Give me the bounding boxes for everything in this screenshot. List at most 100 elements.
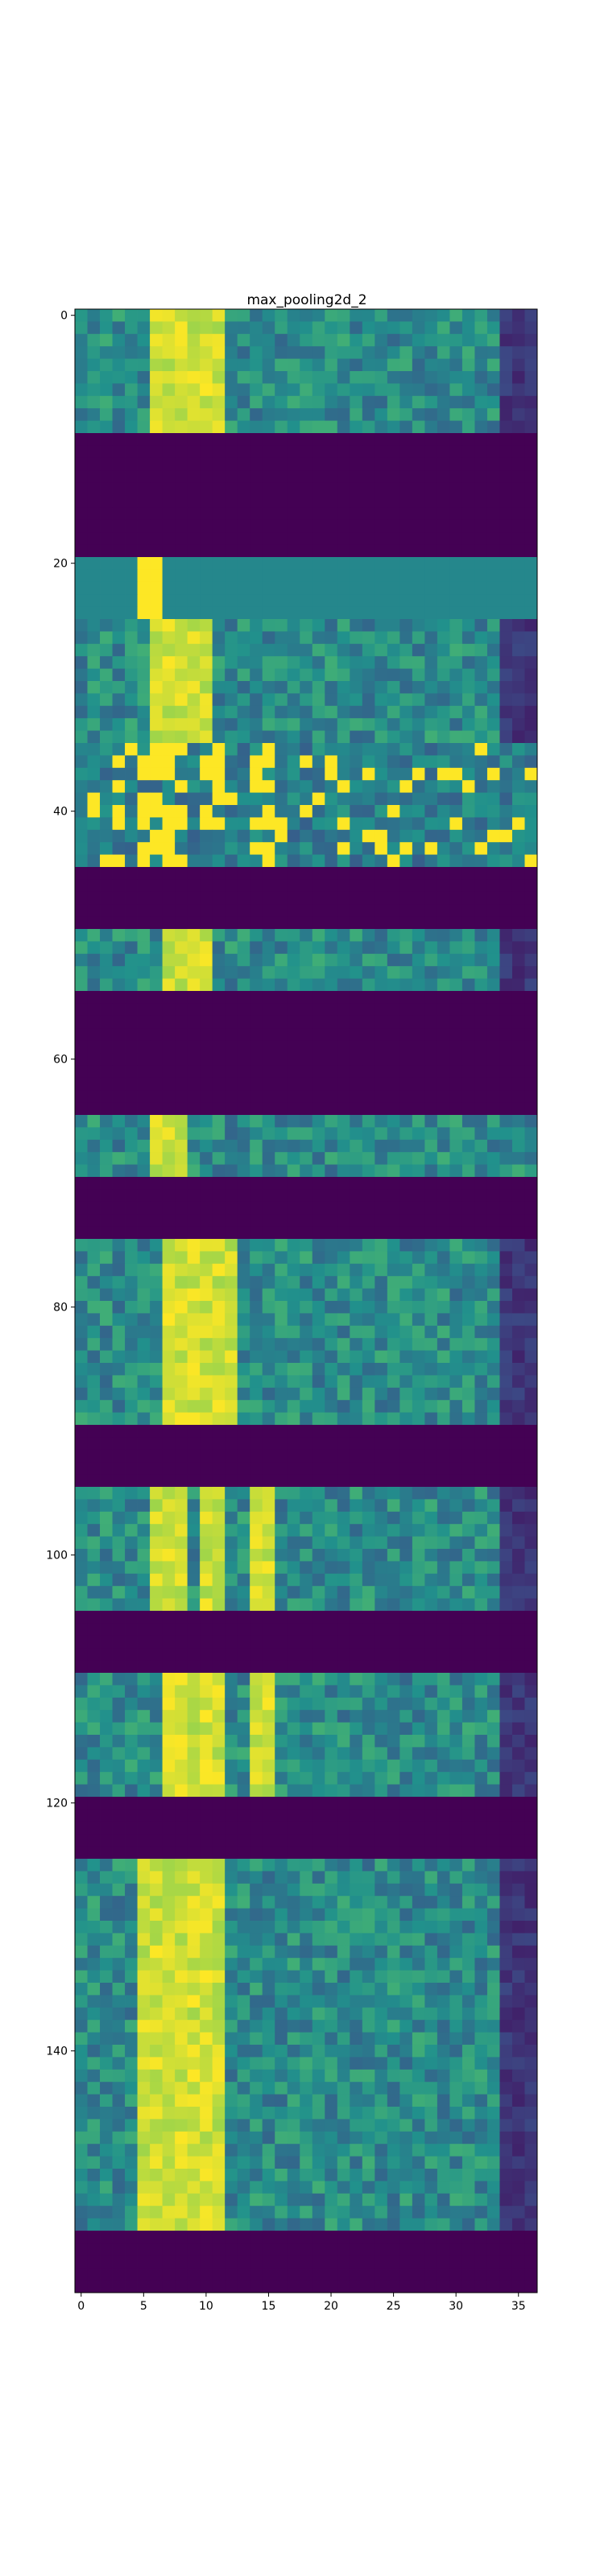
heatmap-cell: [225, 1077, 238, 1091]
heatmap-cell: [212, 805, 226, 818]
heatmap-cell: [300, 1363, 313, 1376]
heatmap-cell: [200, 358, 213, 372]
heatmap-cell: [511, 358, 525, 372]
heatmap-cell: [112, 904, 126, 917]
heatmap-cell: [187, 1611, 201, 1624]
heatmap-cell: [337, 1797, 350, 1810]
heatmap-cell: [225, 1276, 238, 1289]
heatmap-cell: [424, 1139, 438, 1153]
heatmap-cell: [212, 1958, 226, 1971]
heatmap-cell: [474, 1363, 488, 1376]
heatmap-cell: [486, 544, 500, 558]
heatmap-cell: [424, 1077, 438, 1091]
heatmap-cell: [250, 532, 263, 545]
heatmap-cell: [399, 1908, 413, 1922]
heatmap-cell: [75, 1015, 88, 1029]
heatmap-cell: [474, 358, 488, 372]
heatmap-cell: [275, 1040, 288, 1054]
heatmap-cell: [137, 755, 151, 769]
heatmap-cell: [499, 693, 513, 707]
heatmap-cell: [162, 1325, 176, 1339]
heatmap-cell: [362, 1921, 375, 1934]
heatmap-cell: [137, 420, 151, 434]
heatmap-cell: [387, 1549, 400, 1562]
heatmap-cell: [375, 891, 388, 905]
heatmap-cell: [412, 631, 425, 645]
heatmap-cell: [474, 805, 488, 818]
heatmap-cell: [100, 1164, 113, 1178]
heatmap-cell: [486, 1921, 500, 1934]
heatmap-cell: [511, 1065, 525, 1079]
heatmap-cell: [87, 1201, 101, 1215]
heatmap-cell: [300, 643, 313, 657]
heatmap-cell: [499, 1921, 513, 1934]
heatmap-cell: [325, 1350, 338, 1364]
heatmap-cell: [262, 730, 275, 744]
heatmap-cell: [150, 383, 163, 397]
heatmap-cell: [312, 383, 325, 397]
heatmap-cell: [511, 1821, 525, 1835]
heatmap-cell: [437, 643, 450, 657]
heatmap-cell: [225, 767, 238, 781]
heatmap-cell: [237, 879, 250, 893]
heatmap-cell: [387, 1685, 400, 1699]
heatmap-cell: [262, 1660, 275, 1674]
heatmap-cell: [474, 1536, 488, 1550]
heatmap-cell: [237, 1747, 250, 1761]
heatmap-cell: [300, 333, 313, 347]
heatmap-cell: [399, 681, 413, 694]
heatmap-cell: [175, 966, 188, 979]
heatmap-cell: [175, 495, 188, 508]
heatmap-cell: [175, 953, 188, 967]
heatmap-cell: [375, 805, 388, 818]
heatmap-cell: [262, 891, 275, 905]
heatmap-cell: [212, 1090, 226, 1103]
heatmap-cell: [312, 544, 325, 558]
heatmap-cell: [499, 1648, 513, 1661]
heatmap-cell: [312, 1487, 325, 1500]
heatmap-cell: [250, 1673, 263, 1686]
heatmap-cell: [100, 495, 113, 508]
heatmap-cell: [112, 780, 126, 793]
heatmap-cell: [511, 1090, 525, 1103]
heatmap-cell: [387, 1276, 400, 1289]
heatmap-cell: [112, 1958, 126, 1971]
heatmap-cell: [486, 1598, 500, 1612]
heatmap-cell: [474, 1387, 488, 1401]
heatmap-cell: [412, 780, 425, 793]
heatmap-cell: [187, 1363, 201, 1376]
heatmap-cell: [137, 408, 151, 421]
heatmap-cell: [350, 1549, 363, 1562]
heatmap-cell: [150, 978, 163, 992]
heatmap-cell: [200, 1350, 213, 1364]
heatmap-cell: [486, 1896, 500, 1909]
heatmap-cell: [449, 1350, 463, 1364]
heatmap-cell: [75, 1288, 88, 1302]
heatmap-cell: [262, 1139, 275, 1153]
heatmap-cell: [337, 1350, 350, 1364]
heatmap-cell: [524, 1635, 538, 1649]
heatmap-cell: [461, 1487, 475, 1500]
heatmap-cell: [486, 1524, 500, 1537]
heatmap-cell: [312, 1673, 325, 1686]
heatmap-cell: [449, 1685, 463, 1699]
heatmap-cell: [474, 991, 488, 1004]
heatmap-cell: [511, 1053, 525, 1066]
heatmap-cell: [275, 1846, 288, 1860]
heatmap-cell: [175, 1623, 188, 1637]
heatmap-cell: [362, 1338, 375, 1351]
heatmap-cell: [511, 1338, 525, 1351]
heatmap-cell: [300, 1722, 313, 1736]
heatmap-cell: [437, 1710, 450, 1723]
heatmap-cell: [100, 718, 113, 731]
heatmap-cell: [499, 891, 513, 905]
heatmap-cell: [437, 507, 450, 521]
heatmap-cell: [137, 718, 151, 731]
heatmap-cell: [275, 395, 288, 409]
heatmap-cell: [325, 346, 338, 359]
heatmap-cell: [137, 991, 151, 1004]
heatmap-cell: [112, 1623, 126, 1637]
heatmap-cell: [412, 656, 425, 669]
heatmap-cell: [212, 631, 226, 645]
heatmap-cell: [387, 457, 400, 471]
